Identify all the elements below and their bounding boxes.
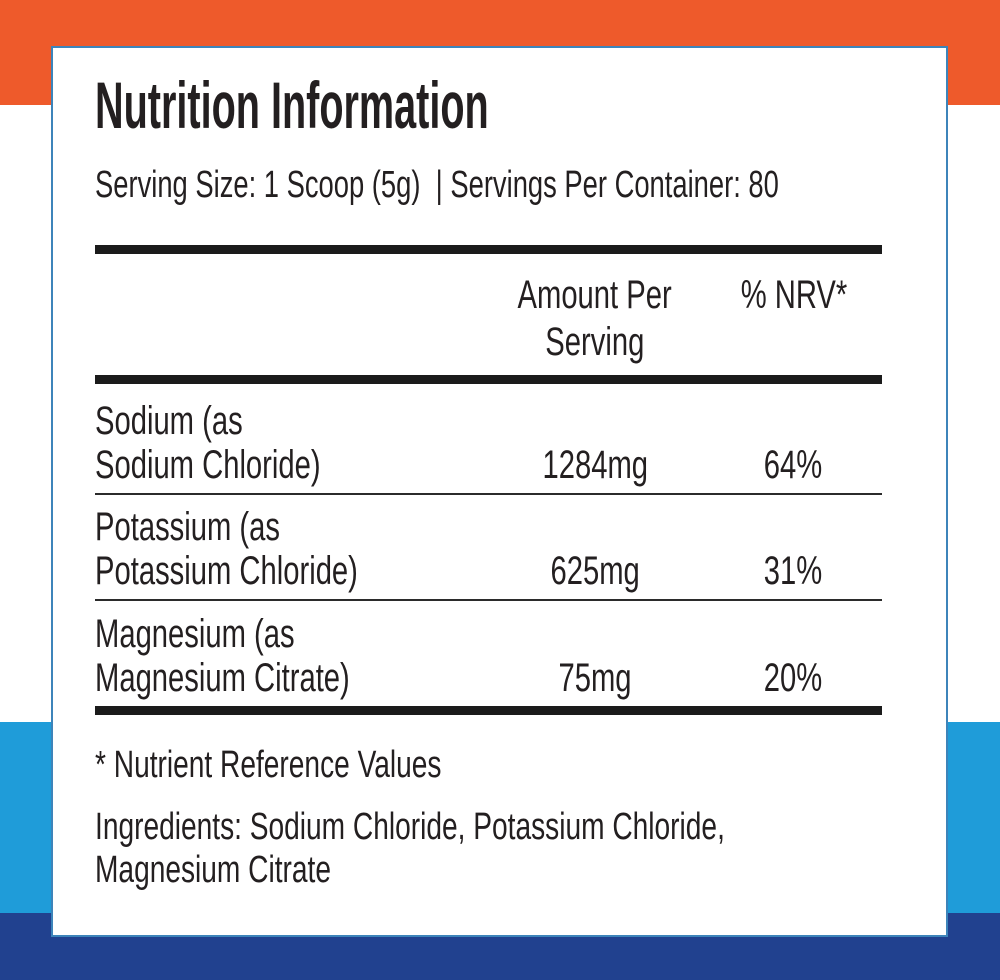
row-separator: [95, 493, 882, 495]
nutrient-amount-potassium: 625mg: [485, 549, 705, 593]
amount-value: 75mg: [558, 656, 632, 700]
row-separator: [95, 599, 882, 601]
header-nrv-text: % NRV*: [740, 273, 847, 317]
ingredients-list: Ingredients: Sodium Chloride, Potassium …: [95, 806, 946, 892]
nutrient-name-line: Sodium (as: [95, 399, 243, 443]
page-title-text: Nutrition Information: [95, 68, 489, 142]
header-nrv: % NRV*: [705, 272, 882, 375]
header-bottom-rule: [95, 375, 882, 384]
amount-value: 1284mg: [542, 443, 648, 487]
page-title: Nutrition Information: [95, 72, 751, 138]
nutrient-amount-magnesium: 75mg: [485, 656, 705, 700]
nrv-value: 64%: [764, 443, 823, 487]
table-header-row: Amount Per Serving % NRV*: [95, 254, 882, 375]
amount-value: 625mg: [550, 549, 640, 593]
nutrient-name-potassium: Potassium (as Potassium Chloride): [95, 505, 485, 593]
nutrient-name-line: Magnesium (as: [95, 612, 295, 656]
nrv-footnote-text: * Nutrient Reference Values: [95, 744, 442, 786]
table-row: Magnesium (as Magnesium Citrate) 75mg 20…: [95, 601, 882, 706]
nrv-value: 20%: [764, 656, 823, 700]
label-content: Nutrition Information Serving Size: 1 Sc…: [95, 48, 882, 935]
nutrient-name-line: Potassium Chloride): [95, 549, 358, 593]
nutrient-amount-sodium: 1284mg: [485, 443, 705, 487]
table-row: Sodium (as Sodium Chloride) 1284mg 64%: [95, 388, 882, 493]
table-top-rule: [95, 245, 882, 254]
header-amount-per-serving: Amount Per Serving: [485, 272, 705, 375]
ingredients-line: Ingredients: Sodium Chloride, Potassium …: [95, 806, 725, 848]
header-nutrient-column-spacer: [95, 272, 485, 375]
nrv-footnote: * Nutrient Reference Values: [95, 744, 563, 787]
nutrient-name-line: Magnesium Citrate): [95, 656, 350, 700]
nutrient-name-sodium: Sodium (as Sodium Chloride): [95, 399, 485, 487]
nutrient-name-magnesium: Magnesium (as Magnesium Citrate): [95, 612, 485, 700]
table-row: Potassium (as Potassium Chloride) 625mg …: [95, 495, 882, 599]
table-bottom-rule: [95, 706, 882, 715]
ingredients-line: Magnesium Citrate: [95, 849, 331, 891]
nutrient-name-line: Potassium (as: [95, 505, 280, 549]
header-amount-line-1: Amount Per: [517, 273, 673, 317]
nutrient-nrv-sodium: 64%: [705, 443, 882, 487]
nutrition-label-card: Nutrition Information Serving Size: 1 Sc…: [51, 46, 948, 937]
serving-info-text: Serving Size: 1 Scoop (5g) | Servings Pe…: [95, 164, 779, 206]
serving-info-line: Serving Size: 1 Scoop (5g) | Servings Pe…: [95, 166, 1000, 204]
nutrient-name-line: Sodium Chloride): [95, 443, 321, 487]
nutrient-nrv-potassium: 31%: [705, 549, 882, 593]
header-amount-line-2: Serving: [545, 320, 645, 364]
nutrient-nrv-magnesium: 20%: [705, 656, 882, 700]
nrv-value: 31%: [764, 549, 823, 593]
